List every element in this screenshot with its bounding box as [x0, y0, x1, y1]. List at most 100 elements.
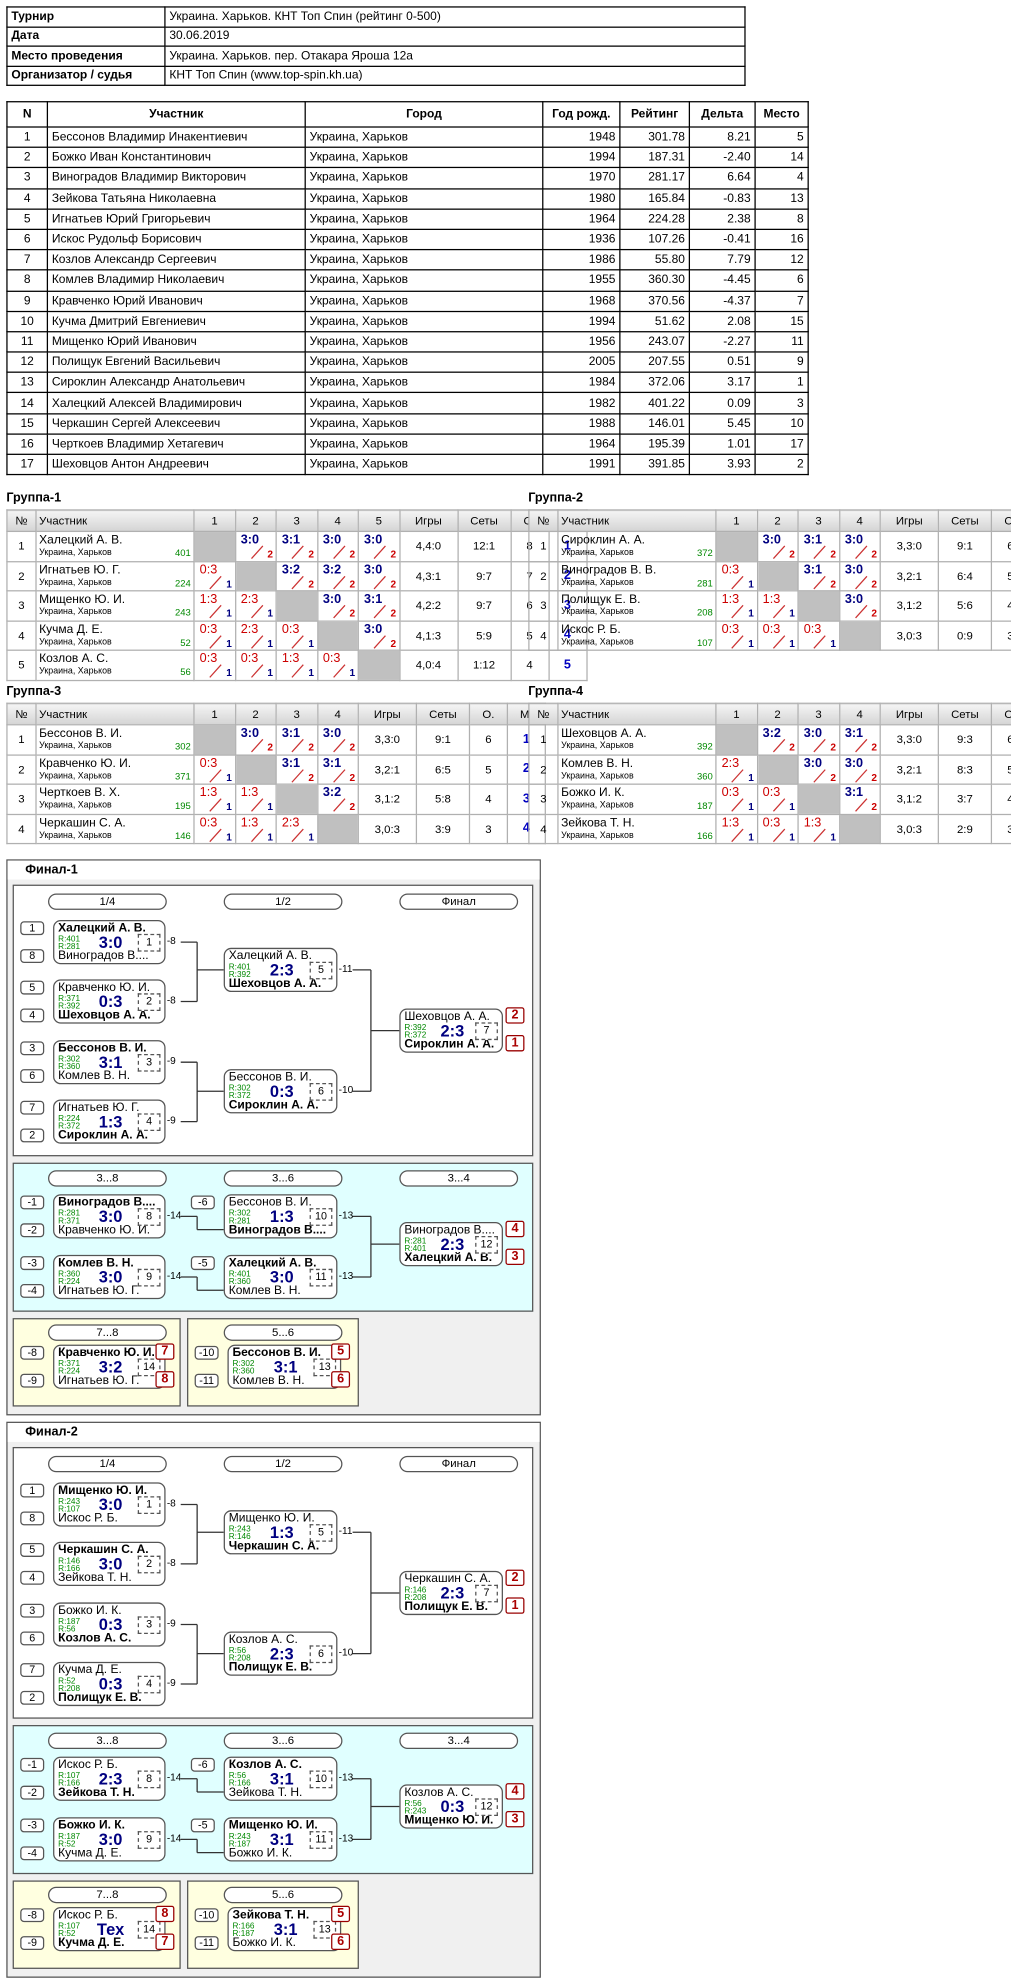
- player-rating: 107: [696, 636, 713, 648]
- score-slash: [209, 768, 222, 783]
- score-slash: [250, 828, 263, 842]
- match-score: 0:3: [199, 816, 218, 830]
- place-box: 7: [155, 1933, 175, 1950]
- score-wrap: 3:1 2: [360, 592, 399, 619]
- participant-cell: 224.28: [619, 208, 691, 230]
- score-slash: [731, 634, 744, 649]
- slash-line: [209, 798, 222, 813]
- group-column-header: Игры: [879, 509, 939, 533]
- player-city: Украина, Харьков: [561, 771, 634, 781]
- match-score: 0:3: [281, 622, 300, 637]
- score-wrap: 0:3 1: [717, 785, 756, 812]
- group-sets: 3:9: [415, 813, 471, 845]
- match-points: 1: [267, 801, 273, 813]
- group-column-header: 3: [275, 702, 318, 726]
- group-sets: 9:1: [415, 724, 471, 756]
- match-score: 3:0: [98, 932, 123, 952]
- score-wrap: 1:3 1: [236, 815, 275, 842]
- match-points: 1: [748, 637, 754, 650]
- participant-cell: Шеховцов Антон Андреевич: [46, 453, 306, 476]
- score-wrap: 3:0 2: [840, 533, 879, 560]
- score-slash: [209, 798, 222, 813]
- slash-line: [332, 664, 345, 679]
- self-cell: [316, 813, 359, 845]
- self-cell: [193, 724, 236, 756]
- match-score: 2:3: [440, 1583, 465, 1603]
- group-row-number: 1: [528, 724, 559, 756]
- match-score: 3:0: [363, 533, 383, 548]
- group-row-number: 4: [6, 813, 37, 845]
- match-score: 0:3: [721, 786, 740, 801]
- round-label: 3...6: [223, 1732, 343, 1750]
- match-score: 1:3: [721, 593, 740, 607]
- score-cell: 0:3 1: [193, 813, 236, 845]
- player-city: Украина, Харьков: [39, 578, 112, 588]
- slash-line: [813, 545, 826, 560]
- score-slash: [209, 605, 222, 619]
- score-cell: 3:2 2: [316, 783, 359, 815]
- participant-cell: 9: [754, 351, 809, 374]
- score-cell: 0:3 1: [756, 783, 799, 815]
- slash-line: [291, 768, 304, 783]
- slash-line: [291, 828, 304, 842]
- group-column-header: Сеты: [937, 702, 993, 726]
- player-name: Виноградов В. В.: [561, 563, 657, 578]
- match-score: 3:1: [281, 726, 301, 741]
- participant-cell: Кравченко Юрий Иванович: [46, 290, 306, 312]
- group-row: 1 Бессонов В. И. Украина, Харьков 302 3:0 2 3:…: [6, 724, 546, 756]
- score-slash: [250, 664, 263, 679]
- slash-line: [291, 634, 304, 649]
- match-score: 3:0: [844, 533, 864, 548]
- score-cell: 2:3 1: [234, 619, 277, 651]
- match-points: 2: [349, 608, 356, 620]
- slash-line: [250, 664, 263, 679]
- group-column-header: Игры: [879, 702, 939, 726]
- participant-cell: 107.26: [619, 228, 691, 251]
- score-wrap: 0:3 1: [195, 815, 234, 842]
- participant-row: 7 Козлов Александр Сергеевич Украина, Харь…: [6, 249, 809, 271]
- score-wrap: 3:1 2: [799, 533, 838, 561]
- player-cell: Комлев В. Н. Украина, Харьков 360: [561, 756, 713, 783]
- match-points: 2: [830, 548, 836, 561]
- match-box: Мищенко Ю. И. R:243 R:107 Искос Р. Б. 3:0 1: [53, 1482, 166, 1527]
- slash-line: [373, 545, 386, 560]
- slash-line: [250, 634, 263, 649]
- score-cell: 3:1 2: [838, 724, 881, 756]
- slash-line: [813, 828, 826, 842]
- group-player: Черкашин С. А. Украина, Харьков 146: [35, 813, 195, 845]
- player-top: Игнатьев Ю. Г.: [58, 1100, 140, 1115]
- match-number: 2: [137, 993, 161, 1011]
- match-points: 1: [748, 831, 754, 843]
- score-slash: [373, 605, 386, 619]
- participants-table: N Участник Город Год рожд. Рейтинг Дельта Мест…: [6, 101, 809, 476]
- score-slash: [854, 605, 867, 619]
- match-number: 7: [475, 1584, 498, 1603]
- match-points: 1: [789, 831, 795, 843]
- score-slash: [250, 739, 263, 753]
- player-rating: 195: [175, 800, 191, 812]
- participant-cell: 195.39: [619, 433, 691, 455]
- player-cell: Божко И. К. Украина, Харьков 187: [561, 785, 713, 812]
- group-title: Группа-2: [528, 491, 584, 506]
- match-score: 3:0: [363, 563, 383, 578]
- rating-top: R:401: [58, 935, 81, 945]
- player-name: Кучма Д. Е.: [39, 622, 103, 637]
- place-box: 3: [505, 1810, 525, 1828]
- match-points: 2: [349, 578, 356, 590]
- participant-row: 10 Кучма Дмитрий Евгениевич Украина, Харьк…: [6, 310, 809, 333]
- group-row-number: 1: [528, 530, 559, 562]
- self-cell: [797, 783, 840, 815]
- player-rating: 56: [180, 666, 191, 678]
- participant-cell: 2: [754, 453, 809, 476]
- group-column-header: Участник: [557, 509, 717, 533]
- seed-box: 2: [20, 1690, 45, 1705]
- loser-destination: -8: [166, 994, 176, 1006]
- score-wrap: 1:3 1: [195, 592, 234, 619]
- score-wrap: 3:2 2: [318, 785, 357, 812]
- match-score: 3:0: [98, 1554, 123, 1574]
- match-box: Мищенко Ю. И. R:243 R:146 Черкашин С. А. 1:3…: [223, 1510, 338, 1555]
- match-box: Козлов А. С. R:56 R:208 Полищук Е. В. 2:3 6: [223, 1631, 338, 1676]
- group-games: 3,1:2: [879, 590, 939, 622]
- score-wrap: 3:0 2: [318, 726, 357, 753]
